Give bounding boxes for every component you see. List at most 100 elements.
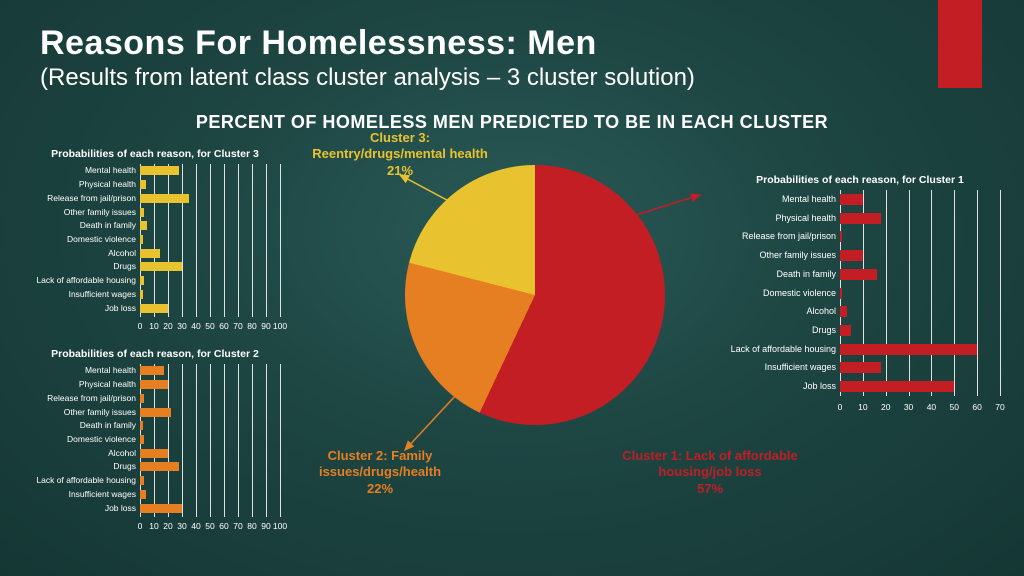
gridline bbox=[210, 164, 211, 317]
bar bbox=[840, 213, 881, 224]
bar bbox=[140, 304, 168, 313]
x-axis-label: 80 bbox=[247, 321, 256, 331]
bar bbox=[140, 449, 168, 458]
gridline bbox=[224, 164, 225, 317]
bar-panel-c1-plot: 010203040506070Mental healthPhysical hea… bbox=[840, 190, 1000, 410]
bar-panel-c3-plot: 0102030405060708090100Mental healthPhysi… bbox=[140, 164, 280, 329]
gridline bbox=[252, 164, 253, 317]
bar bbox=[140, 180, 146, 189]
bar-row-label: Release from jail/prison bbox=[30, 394, 140, 403]
bar bbox=[140, 421, 143, 430]
x-axis-label: 50 bbox=[950, 402, 959, 412]
gridline bbox=[238, 364, 239, 517]
bar-row-label: Physical health bbox=[30, 380, 140, 389]
gridline bbox=[266, 364, 267, 517]
x-axis-label: 90 bbox=[261, 321, 270, 331]
bar-row-label: Death in family bbox=[30, 421, 140, 430]
pie-label-c2-pct: 22% bbox=[367, 481, 393, 496]
bar-row-label: Job loss bbox=[30, 304, 140, 313]
bar bbox=[840, 344, 977, 355]
bar bbox=[840, 325, 851, 336]
pie-label-c1-l1: Cluster 1: Lack of affordable bbox=[622, 448, 798, 463]
x-axis-label: 30 bbox=[177, 521, 186, 531]
gridline bbox=[224, 364, 225, 517]
bar bbox=[140, 262, 182, 271]
gridline bbox=[886, 190, 887, 396]
bar-row-label: Drugs bbox=[30, 262, 140, 271]
bar bbox=[140, 408, 171, 417]
gridline bbox=[182, 364, 183, 517]
x-axis-label: 100 bbox=[273, 521, 287, 531]
pie-label-c3-pct: 21% bbox=[387, 163, 413, 178]
pie-label-cluster2: Cluster 2: Family issues/drugs/health 22… bbox=[290, 448, 470, 497]
x-axis-label: 60 bbox=[219, 521, 228, 531]
bar bbox=[140, 194, 189, 203]
x-axis-label: 30 bbox=[904, 402, 913, 412]
bar bbox=[140, 490, 146, 499]
bar bbox=[140, 249, 160, 258]
x-axis-label: 20 bbox=[163, 521, 172, 531]
bar-row-label: Release from jail/prison bbox=[720, 232, 840, 241]
pie-label-c1-pct: 57% bbox=[697, 481, 723, 496]
page-subtitle: (Results from latent class cluster analy… bbox=[40, 64, 695, 92]
bar-panel-cluster1: Probabilities of each reason, for Cluste… bbox=[720, 174, 1000, 410]
x-axis-label: 50 bbox=[205, 321, 214, 331]
x-axis-label: 60 bbox=[219, 321, 228, 331]
gridline bbox=[196, 364, 197, 517]
bar-row-label: Physical health bbox=[30, 180, 140, 189]
bar bbox=[140, 504, 182, 513]
bar bbox=[140, 290, 143, 299]
bar-row-label: Alcohol bbox=[30, 449, 140, 458]
accent-tab bbox=[938, 0, 982, 88]
gridline bbox=[154, 164, 155, 317]
x-axis-label: 50 bbox=[205, 521, 214, 531]
bar-row-label: Lack of affordable housing bbox=[30, 276, 140, 285]
bar bbox=[140, 476, 144, 485]
bar bbox=[840, 362, 881, 373]
gridline bbox=[168, 164, 169, 317]
bar bbox=[840, 381, 954, 392]
x-axis-label: 70 bbox=[233, 321, 242, 331]
bar bbox=[140, 462, 179, 471]
bar-row-label: Alcohol bbox=[30, 249, 140, 258]
gridline bbox=[252, 364, 253, 517]
bar bbox=[840, 250, 863, 261]
bar bbox=[140, 366, 164, 375]
bar-row-label: Release from jail/prison bbox=[30, 194, 140, 203]
bar bbox=[140, 221, 147, 230]
bar bbox=[140, 166, 179, 175]
bar bbox=[840, 306, 847, 317]
gridline bbox=[182, 164, 183, 317]
bar-row-label: Insufficient wages bbox=[720, 363, 840, 372]
bar bbox=[840, 231, 842, 242]
bar-row-label: Lack of affordable housing bbox=[30, 476, 140, 485]
x-axis-label: 0 bbox=[838, 402, 843, 412]
x-axis-label: 70 bbox=[995, 402, 1004, 412]
gridline bbox=[238, 164, 239, 317]
pie-label-c2-l1: Cluster 2: Family bbox=[328, 448, 433, 463]
bar bbox=[140, 276, 144, 285]
bar-row-label: Alcohol bbox=[720, 307, 840, 316]
x-axis-label: 80 bbox=[247, 521, 256, 531]
bar bbox=[140, 380, 168, 389]
x-axis-label: 0 bbox=[138, 521, 143, 531]
x-axis-label: 40 bbox=[927, 402, 936, 412]
bar bbox=[840, 194, 863, 205]
bar-row-label: Death in family bbox=[720, 270, 840, 279]
bar-row-label: Other family issues bbox=[30, 408, 140, 417]
bar-row-label: Mental health bbox=[30, 166, 140, 175]
x-axis-label: 20 bbox=[881, 402, 890, 412]
x-axis-label: 10 bbox=[149, 321, 158, 331]
pie-chart-disc bbox=[405, 165, 665, 425]
gridline bbox=[909, 190, 910, 396]
bar-row-label: Domestic violence bbox=[30, 235, 140, 244]
gridline bbox=[280, 364, 281, 517]
bar bbox=[140, 235, 143, 244]
x-axis-label: 100 bbox=[273, 321, 287, 331]
bar-row-label: Drugs bbox=[720, 326, 840, 335]
bar-row-label: Death in family bbox=[30, 221, 140, 230]
bar-row-label: Insufficient wages bbox=[30, 490, 140, 499]
gridline bbox=[280, 164, 281, 317]
pie-label-c2-l2: issues/drugs/health bbox=[319, 464, 441, 479]
x-axis-label: 10 bbox=[858, 402, 867, 412]
